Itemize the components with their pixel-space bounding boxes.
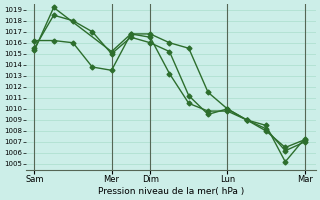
X-axis label: Pression niveau de la mer( hPa ): Pression niveau de la mer( hPa ) — [98, 187, 244, 196]
